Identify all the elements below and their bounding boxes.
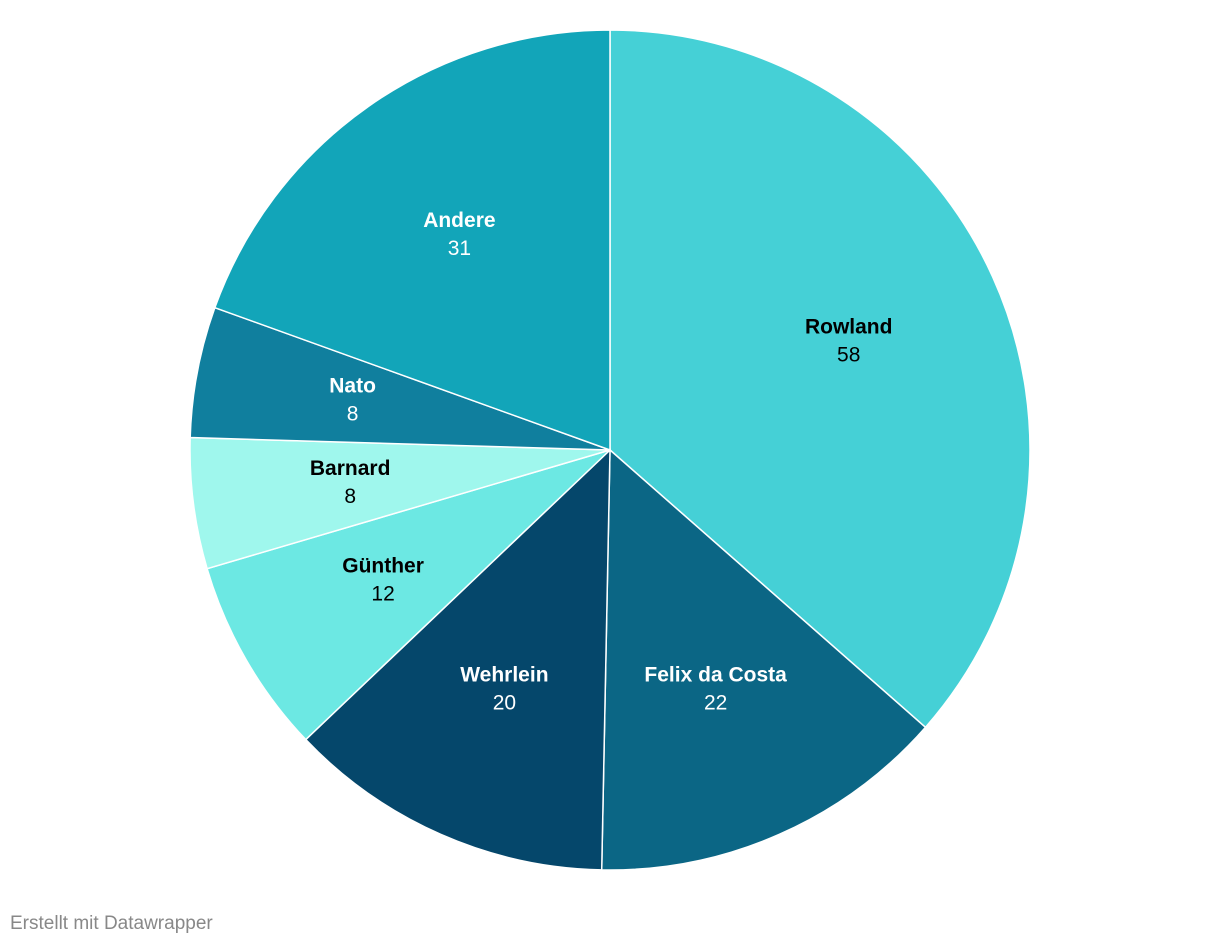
labels: Rowland 58 Felix da Costa 22 Wehrlein 20 Günth… <box>310 209 893 714</box>
slice-label: Günther <box>342 555 424 578</box>
slice-label: Wehrlein <box>460 663 548 686</box>
slice <box>304 448 611 871</box>
slice <box>206 449 611 741</box>
slice-value: 22 <box>704 691 727 714</box>
footer: Erstellt mit Datawrapper <box>10 913 213 934</box>
slice <box>600 448 927 871</box>
slice-value: 8 <box>347 403 359 426</box>
slice-label: Felix da Costa <box>644 663 787 686</box>
slice-label: Barnard <box>310 457 391 480</box>
slice <box>609 29 1031 729</box>
slice-label: Andere <box>423 209 495 232</box>
slice-value: 20 <box>493 691 516 714</box>
slice-label: Nato <box>329 375 376 398</box>
slice <box>213 29 611 452</box>
slice-value: 8 <box>344 485 356 508</box>
slice-label: Rowland <box>805 316 893 339</box>
slice-value: 12 <box>371 583 394 606</box>
slice-value: 58 <box>837 344 860 367</box>
pie <box>189 29 1031 871</box>
slice-value: 31 <box>448 237 471 260</box>
